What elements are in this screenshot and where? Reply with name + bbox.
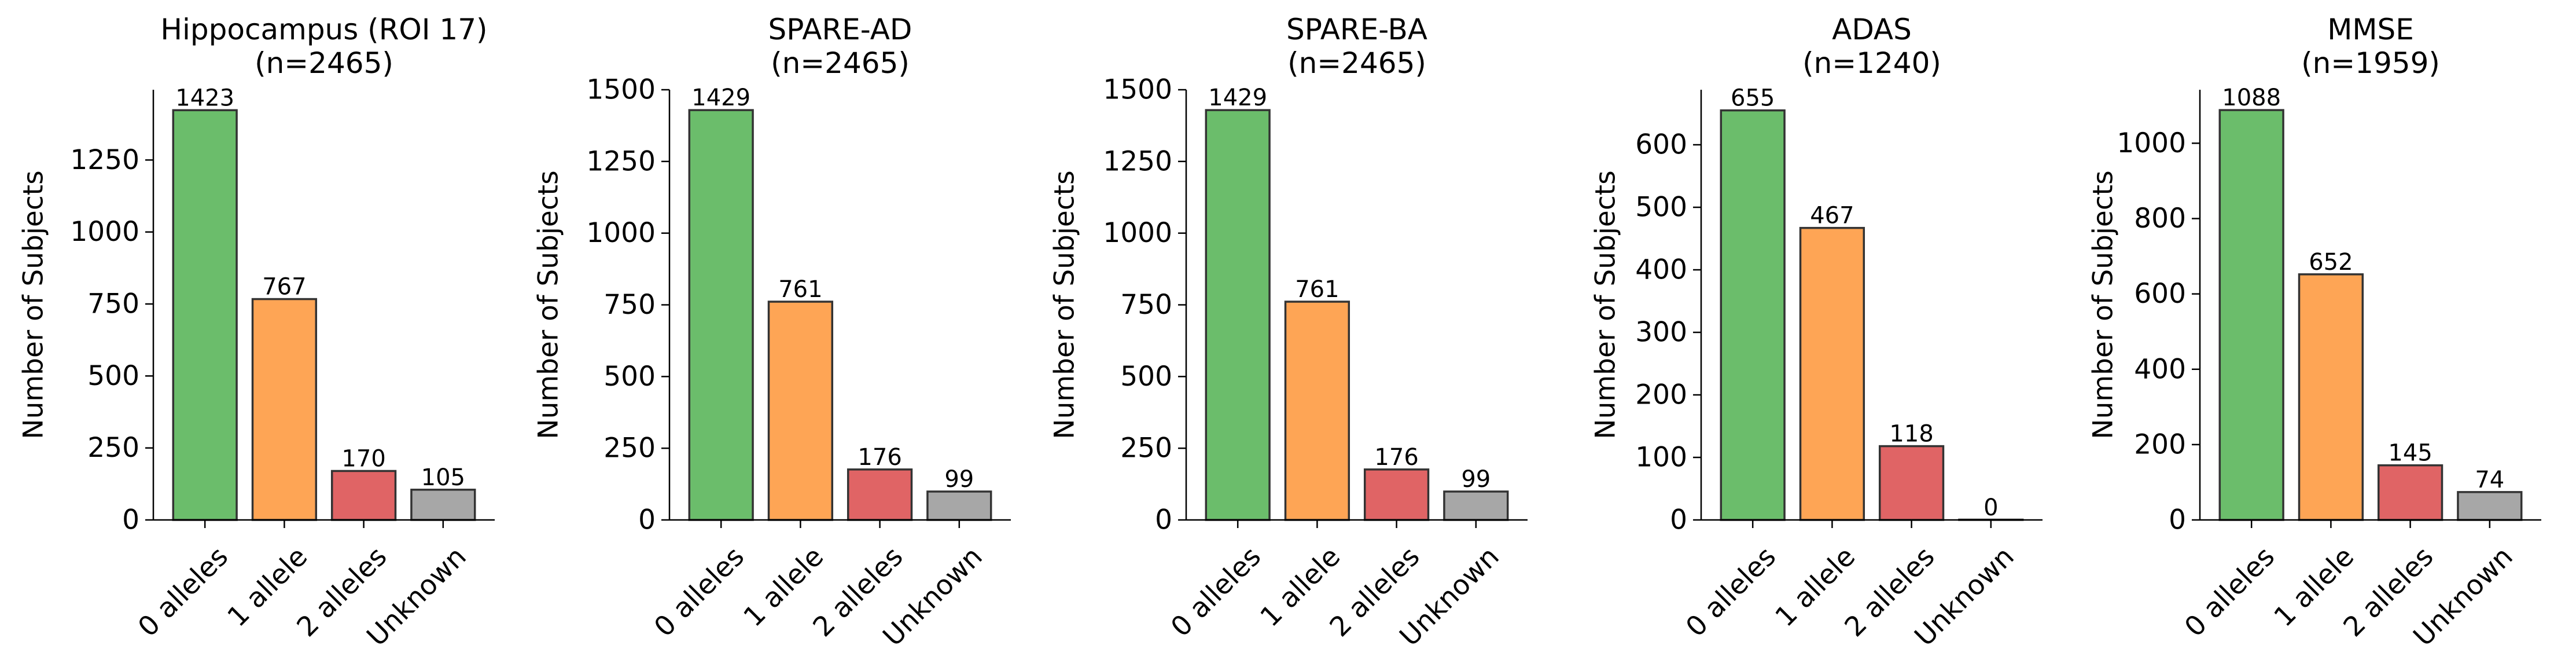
bar-0-alleles [1205,109,1271,521]
data-label: 767 [262,274,306,300]
y-tick-label: 200 [2134,428,2186,460]
data-label: 176 [1374,444,1418,471]
bar-0-alleles [172,109,238,521]
y-tick-label: 1000 [70,216,139,248]
bar-1-allele [1284,300,1350,521]
chart-title: SPARE-AD (n=2465) [768,13,912,80]
chart-title: Hippocampus (ROI 17) (n=2465) [160,13,487,80]
bar-2-alleles [2377,464,2443,521]
y-axis-label: Number of Subjects [1049,170,1081,439]
y-tick-label: 800 [2134,203,2186,234]
chart-panel-4: ADAS (n=1240) Number of Subjects 655 467 118 0… [1590,13,2043,653]
chart-title: ADAS (n=1240) [1802,13,1941,80]
bar-2-alleles [847,468,913,521]
y-tick-label: 1000 [586,217,656,249]
bar-1-allele [767,300,834,521]
bar-1-allele [1799,226,1865,521]
data-label: 170 [341,445,385,472]
bar-2-alleles [330,470,397,521]
data-label: 105 [421,464,465,491]
y-tick-label: 300 [1635,317,1687,349]
bar-2-alleles [1363,468,1430,521]
data-label: 176 [858,444,901,471]
data-label: 99 [1461,466,1491,493]
y-axis-label: Number of Subjects [533,170,565,439]
y-tick-label: 1250 [70,144,139,176]
bar-unknown [1443,490,1509,521]
bar-unknown [2457,491,2523,521]
chart-panel-1: Hippocampus (ROI 17) (n=2465) Number of Su… [18,13,495,653]
x-tick-label: 0 alleles [2178,541,2281,643]
y-tick-label: 250 [603,433,656,464]
y-tick-label: 0 [1670,504,1687,536]
y-axis-label: Number of Subjects [1590,170,1622,439]
data-label: 652 [2309,249,2353,276]
bar-1-allele [251,298,318,521]
data-label: 1088 [2222,85,2281,111]
data-label: 761 [778,276,822,303]
y-tick-label: 750 [1120,289,1172,321]
y-tick-label: 200 [1635,379,1687,411]
y-tick-label: 1500 [1103,74,1172,106]
data-label: 145 [2388,440,2432,467]
y-tick-label: 1250 [586,145,656,177]
y-tick-label: 1500 [586,74,656,106]
y-tick-label: 250 [87,432,139,464]
data-label: 99 [944,466,974,493]
y-tick-label: 500 [1120,361,1172,393]
y-tick-label: 750 [603,289,656,321]
y-tick-label: 100 [1635,442,1687,474]
data-label: 0 [1983,494,1998,521]
data-label: 1423 [175,85,234,111]
bar-0-alleles [688,109,754,521]
x-tick-label: 0 alleles [132,541,234,643]
data-label: 655 [1731,85,1775,112]
bar-1-allele [2298,273,2364,521]
data-label: 1429 [1208,85,1267,111]
data-label: 1429 [691,85,750,111]
bar-0-alleles [1720,109,1786,521]
y-tick-label: 600 [2134,278,2186,310]
data-label: 118 [1889,421,1933,448]
x-tick-label: 0 alleles [1680,541,1782,643]
y-tick-label: 400 [1635,254,1687,286]
y-tick-label: 1000 [2117,127,2186,159]
chart-panel-2: SPARE-AD (n=2465) Number of Subjects 1429 76… [533,13,1011,653]
y-tick-label: 0 [122,504,139,536]
y-tick-label: 0 [1155,504,1172,536]
data-label: 761 [1295,276,1339,303]
y-axis-label: Number of Subjects [18,170,50,439]
y-tick-label: 600 [1635,129,1687,161]
y-tick-label: 0 [2169,504,2186,536]
y-tick-label: 0 [638,504,656,536]
y-tick-label: 500 [1635,192,1687,223]
chart-title: MMSE (n=1959) [2301,13,2440,80]
data-label: 74 [2475,467,2504,493]
chart-title: SPARE-BA (n=2465) [1286,13,1427,80]
x-tick-label: 0 alleles [1165,541,1267,643]
x-tick-label: 0 alleles [648,541,750,643]
y-tick-label: 500 [603,361,656,393]
chart-panel-3: SPARE-BA (n=2465) Number of Subjects 1429 76… [1049,13,1528,653]
y-tick-label: 250 [1120,433,1172,464]
bar-0-alleles [2218,109,2284,521]
y-tick-label: 500 [87,360,139,392]
y-tick-label: 1250 [1103,145,1172,177]
y-tick-label: 750 [87,288,139,320]
bar-2-alleles [1878,445,1945,521]
bar-unknown [410,489,476,521]
y-tick-label: 400 [2134,353,2186,385]
y-axis-label: Number of Subjects [2088,170,2119,439]
y-tick-label: 1000 [1103,217,1172,249]
data-label: 467 [1810,203,1854,229]
bar-unknown [926,490,992,521]
chart-panel-5: MMSE (n=1959) Number of Subjects 1088 652 145… [2088,13,2541,653]
